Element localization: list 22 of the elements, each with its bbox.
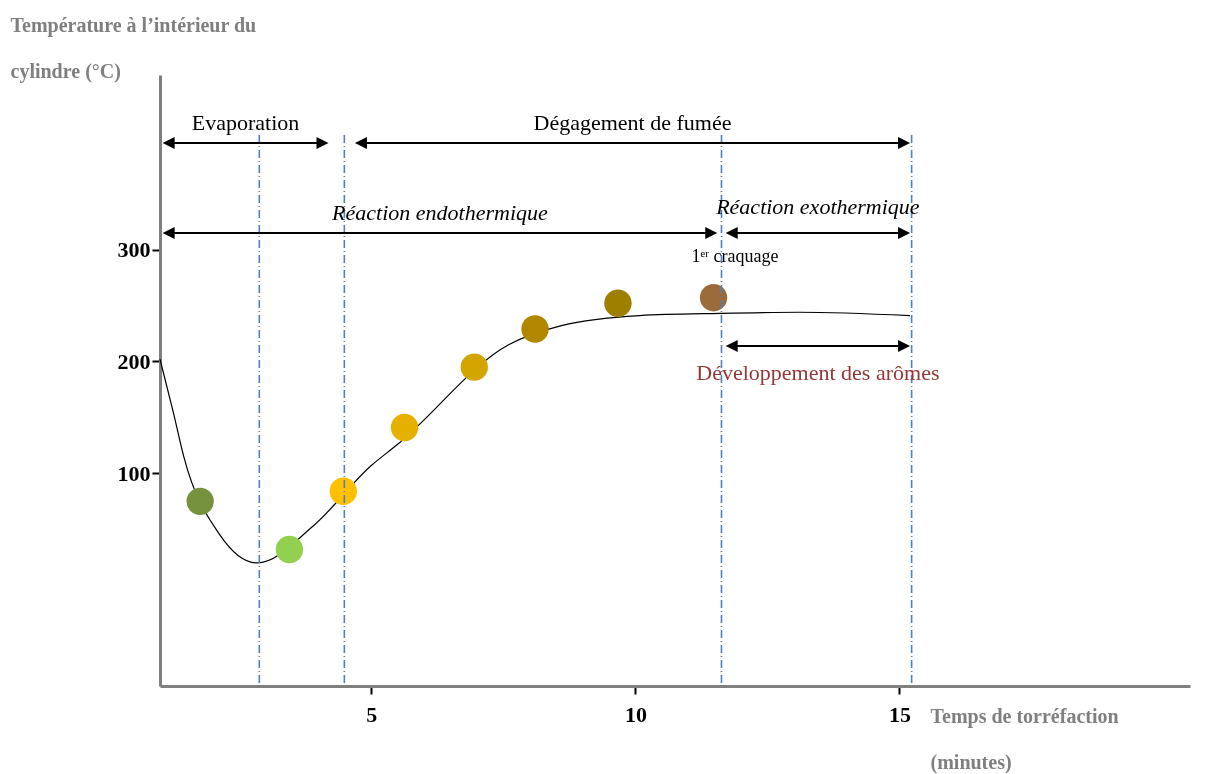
ref-line-label: 1ᵉʳ craquage — [691, 246, 779, 266]
x-tick-label: 15 — [888, 701, 911, 727]
point — [186, 487, 214, 516]
text: Temps de torréfaction (minutes) — [930, 704, 1119, 773]
y-tick-label: 300 — [117, 237, 151, 263]
annotation: Réaction exothermique — [715, 194, 920, 219]
annotation: Réaction endothermique — [331, 200, 549, 225]
point — [521, 315, 549, 343]
annotation: Développement des arômes — [696, 360, 940, 385]
y-tick-label: 200 — [117, 348, 151, 374]
point — [275, 535, 304, 564]
text: Température à l’intérieur du cylindre (°C) — [10, 13, 257, 82]
annotation: Dégagement de fumée — [533, 110, 732, 135]
point — [390, 413, 419, 442]
point — [699, 284, 728, 312]
x-tick-label: 10 — [624, 701, 647, 727]
y-tick-label: 100 — [117, 460, 151, 486]
point — [329, 477, 357, 505]
point — [604, 289, 632, 317]
annotation: Evaporation — [191, 110, 300, 135]
point — [460, 353, 488, 381]
x-tick-label: 5 — [366, 701, 378, 727]
